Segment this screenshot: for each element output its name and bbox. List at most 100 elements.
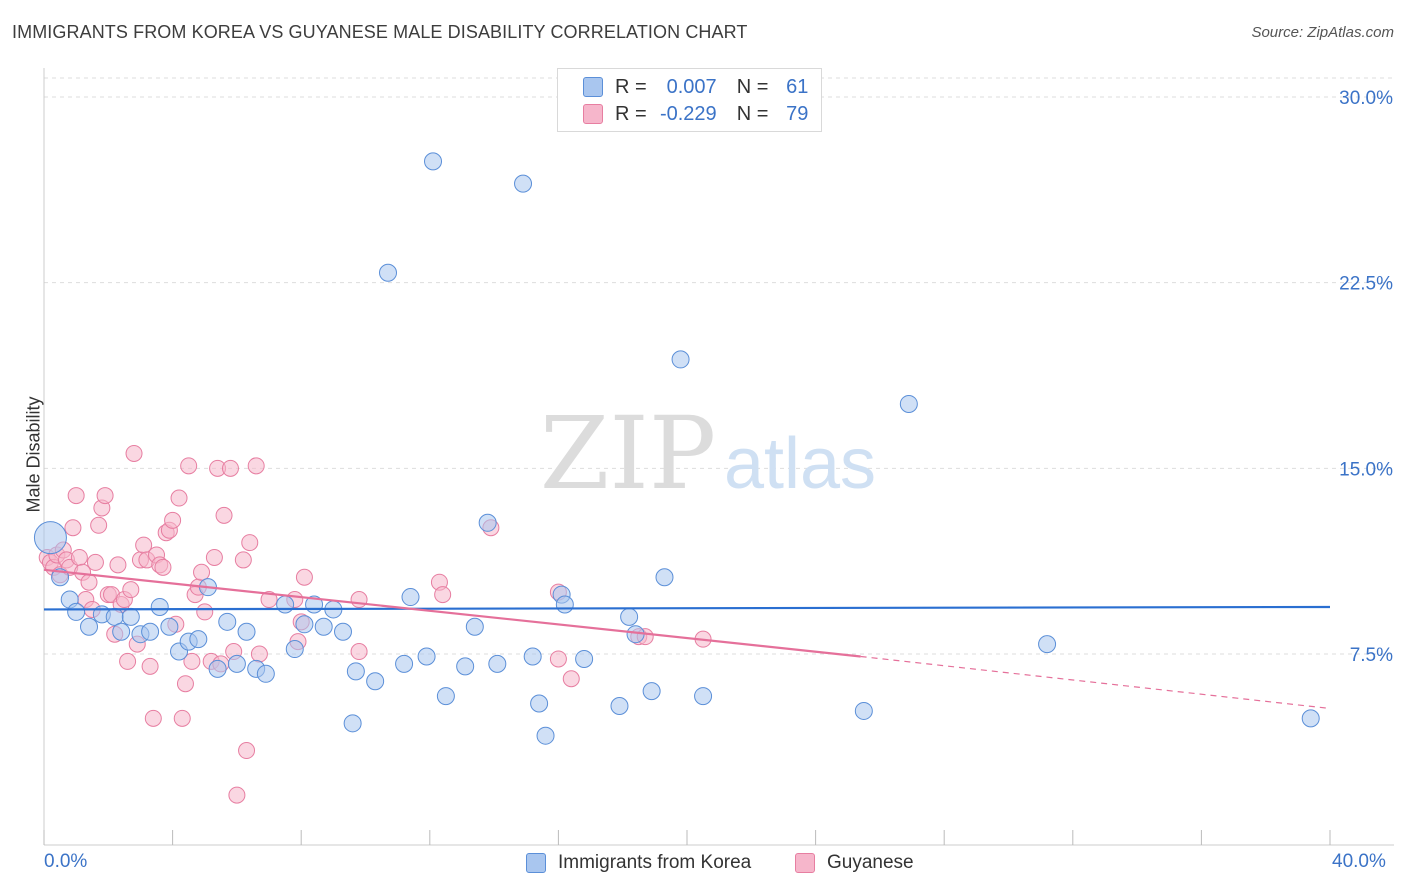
- korea-swatch: [583, 77, 603, 97]
- guyanese-point: [193, 563, 211, 581]
- guyanese-point: [183, 652, 201, 670]
- korea-point: [536, 726, 555, 745]
- guyanese-point: [350, 591, 368, 609]
- korea-point: [610, 696, 629, 715]
- korea-point: [333, 622, 352, 641]
- korea-point: [276, 595, 295, 614]
- guyanese-point: [434, 586, 452, 604]
- korea-point: [642, 682, 661, 701]
- legend-r-value: -0.229: [659, 102, 717, 125]
- legend-n-label: N =: [736, 75, 769, 98]
- legend-row-korea: R = 0.007 N = 61: [583, 75, 808, 99]
- korea-point: [694, 687, 713, 706]
- korea-point: [488, 654, 507, 673]
- guyanese-point: [70, 548, 88, 566]
- guyanese-point: [86, 553, 104, 571]
- y-tick-label: 7.5%: [1350, 645, 1393, 666]
- chart-title: IMMIGRANTS FROM KOREA VS GUYANESE MALE D…: [12, 22, 748, 42]
- y-tick-label: 22.5%: [1339, 274, 1393, 295]
- bottom-legend-korea: Immigrants from Korea: [526, 850, 751, 876]
- chart-source: Source: ZipAtlas.com: [1251, 24, 1394, 41]
- guyanese-point: [238, 742, 256, 760]
- y-tick-label: 30.0%: [1339, 88, 1393, 109]
- korea-point: [395, 654, 414, 673]
- guyanese-trend-line: [43, 568, 861, 658]
- guyanese-point: [205, 548, 223, 566]
- korea-point: [256, 664, 275, 683]
- guyanese-point: [119, 652, 137, 670]
- korea-point: [620, 607, 639, 626]
- watermark-atlas: atlas: [724, 424, 876, 504]
- trend-lines: [43, 568, 1331, 710]
- korea-point: [150, 597, 169, 616]
- korea-point: [1038, 635, 1057, 654]
- korea-trend-line: [43, 605, 1331, 611]
- guyanese-point: [562, 670, 580, 688]
- guyanese-point: [221, 459, 239, 477]
- legend-r-label: R =: [615, 75, 647, 98]
- korea-point: [346, 662, 365, 681]
- guyanese-point: [295, 568, 313, 586]
- korea-point: [436, 687, 455, 706]
- guyanese-point: [80, 573, 98, 591]
- korea-point: [379, 263, 398, 282]
- guyanese-swatch: [583, 104, 603, 124]
- korea-point: [67, 602, 86, 621]
- korea-point: [555, 595, 574, 614]
- guyanese-point: [141, 657, 159, 675]
- korea-point: [208, 659, 227, 678]
- legend-r-value: 0.007: [666, 75, 717, 98]
- guyanese-point: [180, 457, 198, 475]
- korea-point: [899, 394, 918, 413]
- korea-point: [343, 714, 362, 733]
- korea-point: [314, 617, 333, 636]
- guyanese-point: [67, 487, 85, 505]
- korea-points: [33, 152, 1320, 745]
- korea-point: [1301, 709, 1320, 728]
- korea-point: [33, 521, 67, 555]
- guyanese-point: [164, 511, 182, 529]
- guyanese-trend-extension: [860, 655, 1331, 710]
- guyanese-point: [125, 444, 143, 462]
- korea-point: [80, 617, 99, 636]
- guyanese-point: [241, 534, 259, 552]
- guyanese-point: [350, 643, 368, 661]
- guyanese-point: [196, 603, 214, 621]
- korea-point: [189, 630, 208, 649]
- korea-point: [655, 568, 674, 587]
- korea-point: [523, 647, 542, 666]
- bottom-legend-guyanese-label: Guyanese: [827, 852, 914, 873]
- x-tick-max: 40.0%: [1332, 851, 1386, 872]
- korea-point: [465, 617, 484, 636]
- stats-legend: R = 0.007 N = 61 R = -0.229 N = 79: [557, 68, 822, 132]
- korea-point: [295, 615, 314, 634]
- legend-n-value: 79: [786, 102, 809, 125]
- guyanese-point: [122, 581, 140, 599]
- korea-point: [237, 622, 256, 641]
- korea-point: [160, 617, 179, 636]
- bottom-legend-korea-label: Immigrants from Korea: [558, 852, 752, 873]
- watermark: ZIP atlas: [540, 395, 876, 512]
- x-tick-min: 0.0%: [44, 851, 88, 872]
- guyanese-point: [247, 457, 265, 475]
- guyanese-point: [144, 709, 162, 727]
- korea-point: [285, 640, 304, 659]
- korea-point: [141, 622, 160, 641]
- korea-point: [671, 350, 690, 369]
- korea-point: [514, 174, 533, 193]
- guyanese-point: [250, 645, 268, 663]
- guyanese-swatch: [795, 853, 815, 873]
- korea-point: [478, 513, 497, 532]
- korea-point: [456, 657, 475, 676]
- watermark-zip: ZIP: [540, 395, 716, 512]
- guyanese-point: [173, 709, 191, 727]
- guyanese-point: [109, 556, 127, 574]
- guyanese-point: [215, 506, 233, 524]
- legend-n-label: N =: [736, 102, 769, 125]
- korea-point: [218, 612, 237, 631]
- guyanese-point: [228, 786, 246, 804]
- legend-r-label: R =: [615, 102, 647, 125]
- korea-point: [121, 607, 140, 626]
- legend-row-guyanese: R = -0.229 N = 79: [583, 102, 808, 126]
